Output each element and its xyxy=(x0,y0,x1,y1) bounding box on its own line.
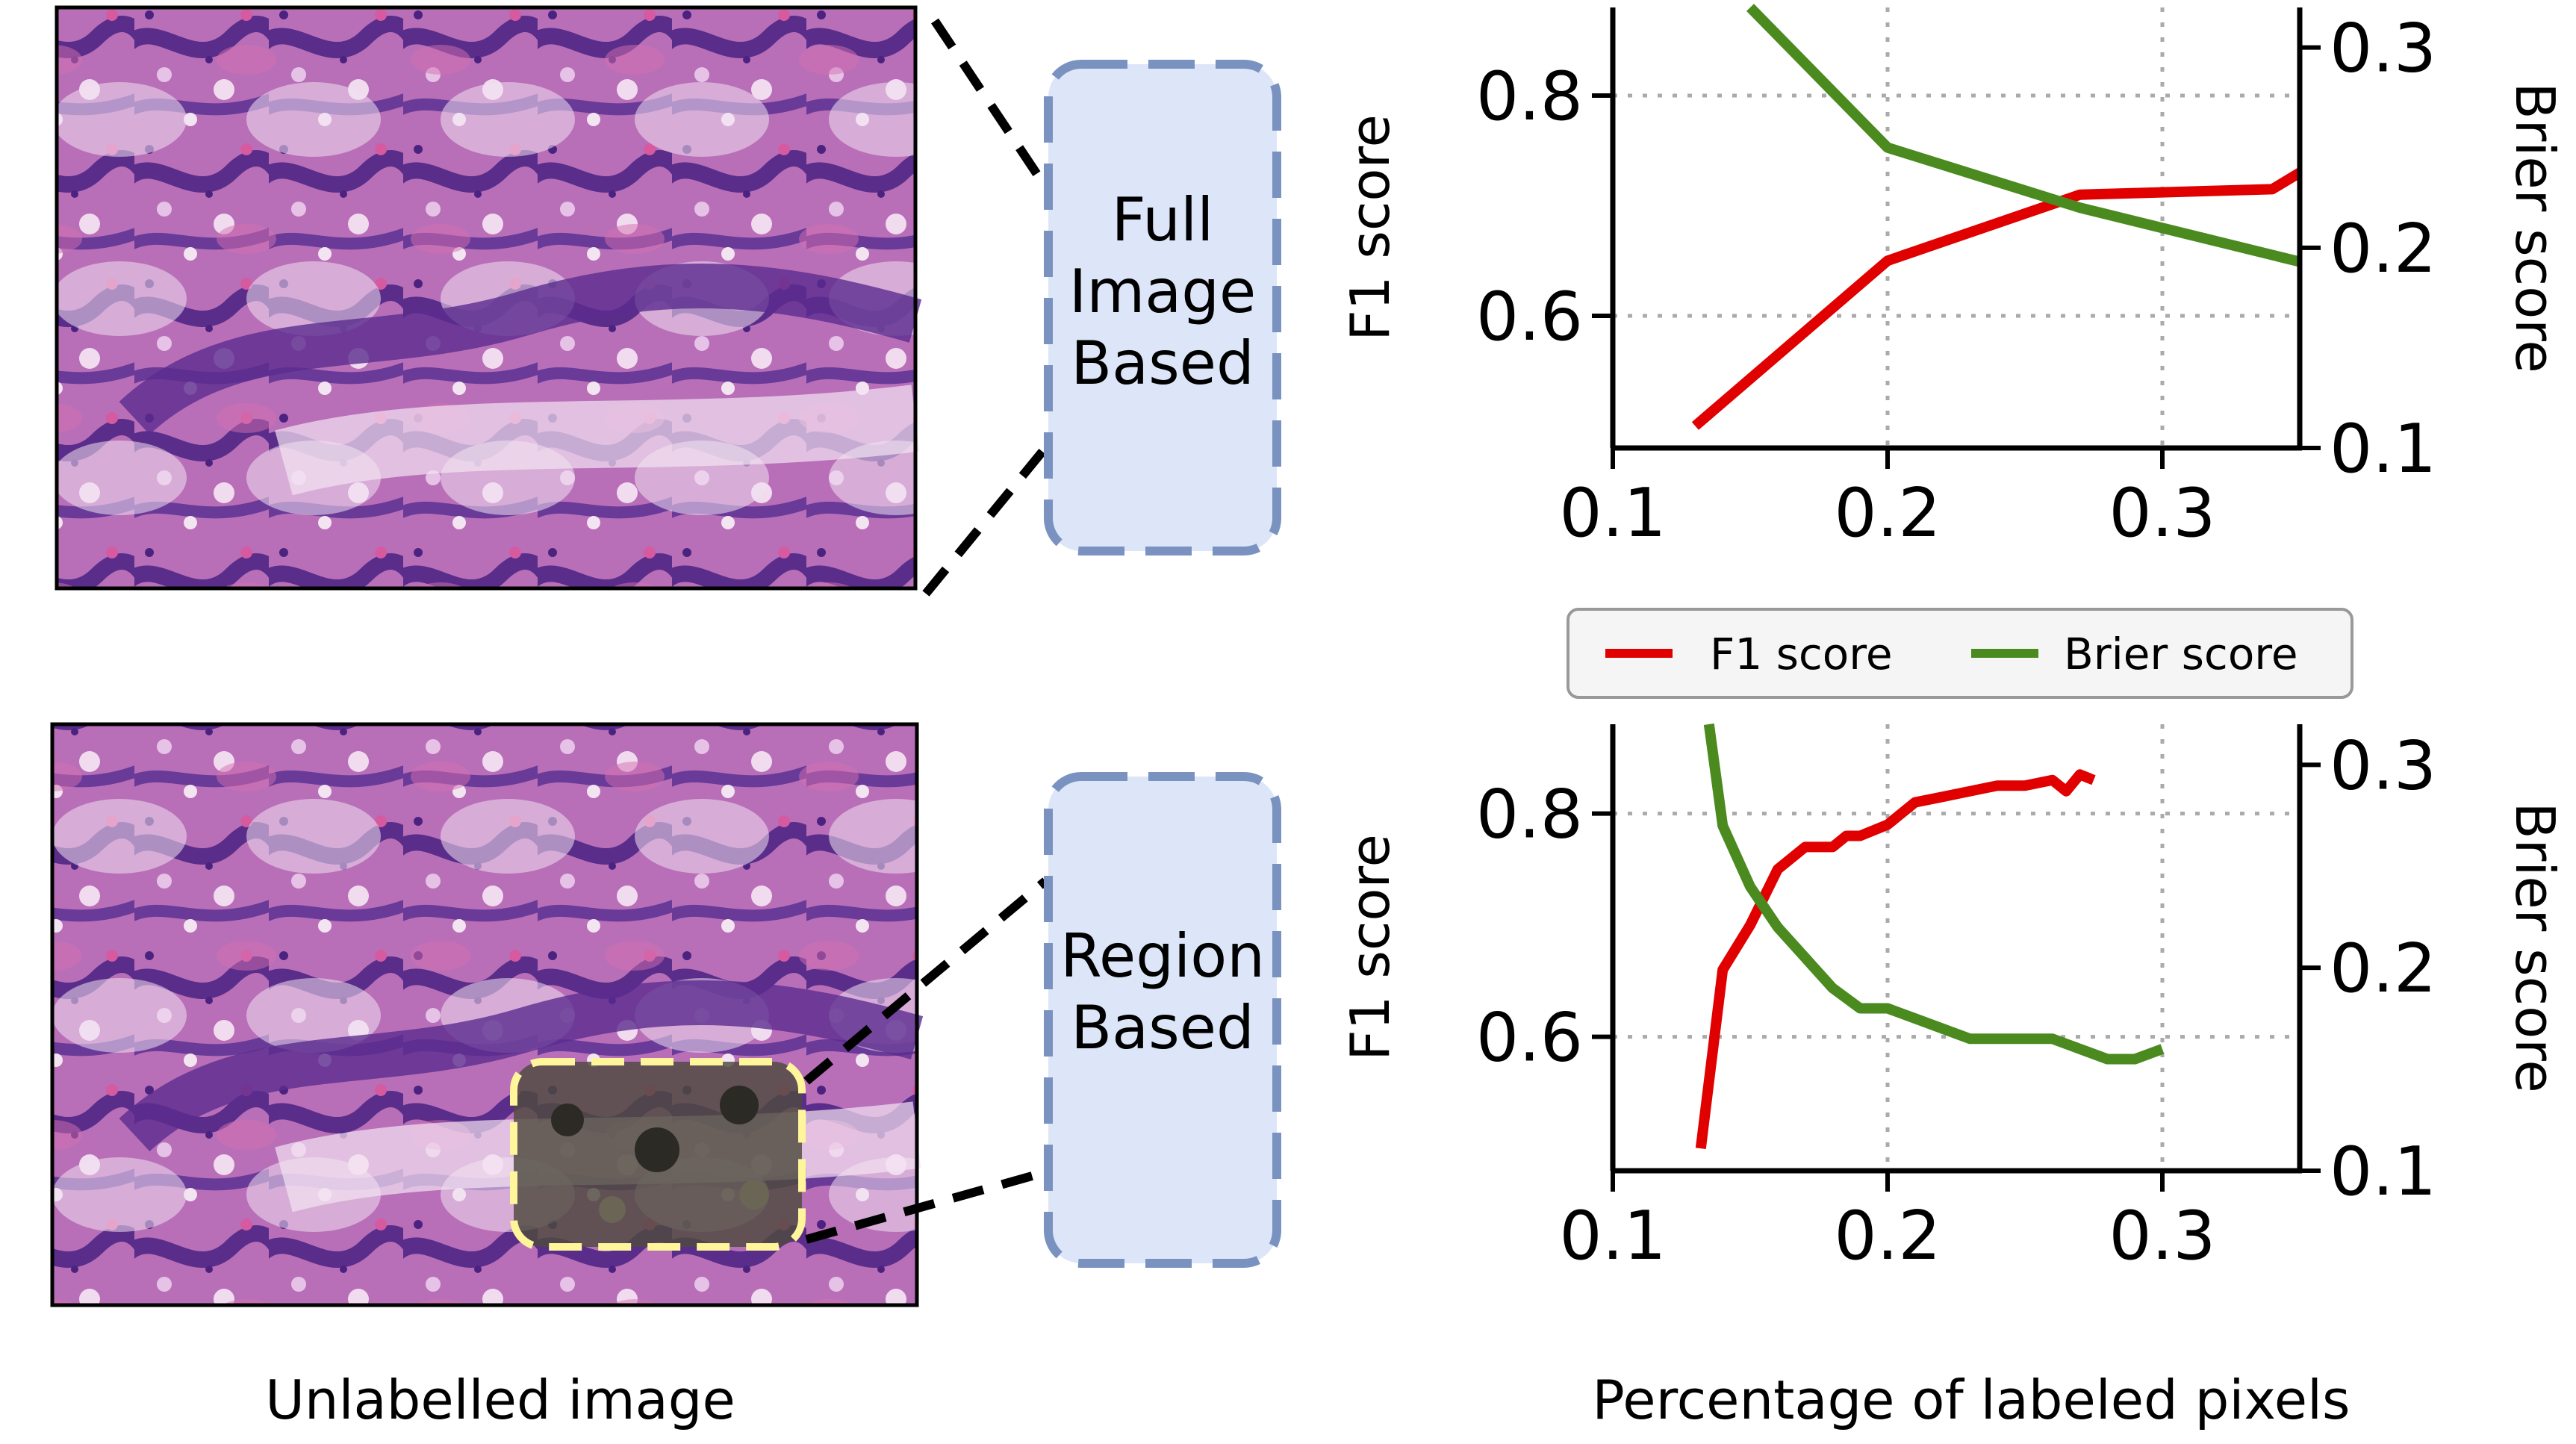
y2-tick-label: 0.3 xyxy=(2330,726,2436,805)
full-box-label-line3: Based xyxy=(1071,329,1254,398)
selected-region xyxy=(510,1058,806,1251)
x-tick-label: 0.1 xyxy=(1559,474,1666,553)
brier-series-line xyxy=(1703,723,2165,1065)
y2-axis-label: Brier score xyxy=(2504,802,2566,1092)
x-tick-label: 0.2 xyxy=(1834,474,1941,553)
y2-tick-label: 0.1 xyxy=(2330,1133,2436,1211)
left-caption: Unlabelled image xyxy=(265,1369,735,1431)
y-tick-label: 0.6 xyxy=(1476,278,1583,356)
region-box-label-line2: Based xyxy=(1071,993,1254,1062)
region-based-box: Region Based xyxy=(1044,772,1281,1268)
region-box-label-line1: Region xyxy=(1060,921,1265,991)
full-box-label-line2: Image xyxy=(1069,257,1257,326)
right-caption: Percentage of labeled pixels xyxy=(1592,1369,2350,1431)
y2-axis-label: Brier score xyxy=(2504,82,2566,373)
brier-series-line xyxy=(1746,4,2301,267)
x-tick-label: 0.3 xyxy=(2109,1197,2215,1275)
legend: F1 score Brier score xyxy=(1567,608,2353,699)
bottom-connectors xyxy=(803,877,1048,1244)
top-tissue-image xyxy=(55,5,922,591)
y-tick-label: 0.6 xyxy=(1476,999,1583,1077)
y-tick-label: 0.8 xyxy=(1476,776,1583,854)
x-tick-label: 0.2 xyxy=(1834,1197,1941,1275)
y-axis-label: F1 score xyxy=(1339,114,1401,341)
charts: 0.1 0.2 0.3 0.6 0.8 0.1 0.2 0.3 F1 score Brier sc… xyxy=(1339,4,2566,1275)
x-tick-label: 0.1 xyxy=(1559,1197,1666,1275)
y2-tick-label: 0.1 xyxy=(2330,410,2436,488)
y2-tick-label: 0.2 xyxy=(2330,210,2436,288)
legend-f1-label: F1 score xyxy=(1710,629,1893,679)
x-tick-label: 0.3 xyxy=(2109,474,2215,553)
f1-series-line xyxy=(1691,168,2303,430)
y-tick-label: 0.8 xyxy=(1476,57,1583,136)
full-image-based-box: Full Image Based xyxy=(1044,60,1281,555)
y2-tick-label: 0.3 xyxy=(2330,10,2436,88)
chart-region-based: 0.1 0.2 0.3 0.6 0.8 0.1 0.2 0.3 F1 score Brier sc… xyxy=(1339,723,2566,1275)
top-connectors xyxy=(922,18,1049,597)
f1-series-line xyxy=(1695,769,2096,1149)
legend-brier-label: Brier score xyxy=(2064,629,2298,679)
chart-full-image-based: 0.1 0.2 0.3 0.6 0.8 0.1 0.2 0.3 F1 score Brier sc… xyxy=(1339,4,2566,553)
y2-tick-label: 0.2 xyxy=(2330,930,2436,1008)
y-axis-label: F1 score xyxy=(1339,834,1401,1061)
full-box-label-line1: Full xyxy=(1112,185,1214,255)
